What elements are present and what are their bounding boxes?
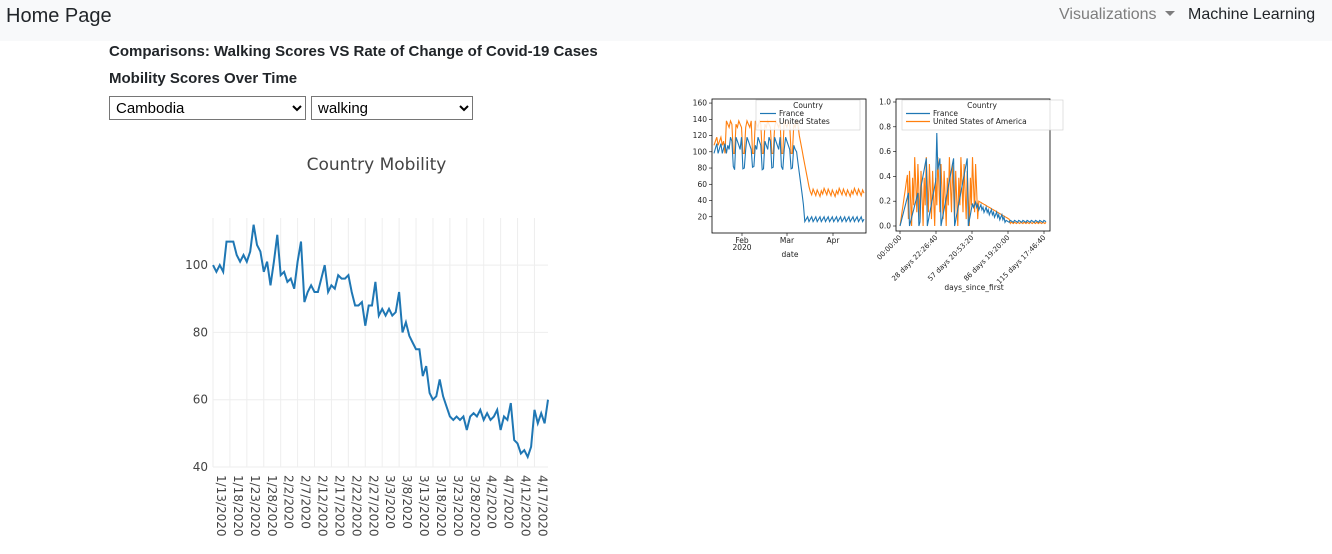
x-tick-label: 4/2/2020: [485, 475, 499, 529]
left-legend-label: United States: [779, 117, 830, 126]
x-tick-label: 1/23/2020: [248, 475, 262, 537]
brand-link[interactable]: Home Page: [6, 5, 112, 27]
x-tick-label: 4/7/2020: [502, 475, 516, 529]
x-tick-label: 1/13/2020: [214, 475, 228, 537]
x-tick-label: 2/12/2020: [316, 475, 330, 537]
left-legend-title: Country: [793, 101, 823, 110]
x-tick-label: 1/28/2020: [265, 475, 279, 537]
comparisons-heading: Comparisons: Walking Scores VS Rate of C…: [109, 43, 598, 60]
left-y-tick-label: 120: [693, 131, 708, 140]
x-tick-label: 4/17/2020: [535, 475, 549, 537]
left-y-tick-label: 160: [693, 99, 708, 108]
x-tick-label: 2/27/2020: [366, 475, 380, 537]
left-series-us-line: [713, 119, 865, 199]
right-legend-label: United States of America: [933, 117, 1027, 126]
left-y-tick-label: 140: [693, 115, 708, 124]
x-tick-label: 2/22/2020: [349, 475, 363, 537]
left-y-tick-label: 100: [693, 147, 708, 156]
left-series-france-line: [713, 137, 865, 224]
right-axes-frame: [895, 98, 1051, 232]
x-tick-label: 2/7/2020: [299, 475, 313, 529]
x-tick-label: 3/28/2020: [468, 475, 482, 537]
caret-down-icon: [1164, 11, 1175, 16]
metric-select[interactable]: walking: [311, 96, 473, 120]
x-tick-label: 2/17/2020: [332, 475, 346, 537]
left-x-tick-label: Mar: [780, 236, 795, 245]
chart-title: Country Mobility: [307, 155, 447, 175]
y-tick-label: 60: [193, 393, 208, 407]
left-x-axis-label: date: [782, 250, 799, 259]
x-tick-label: 4/12/2020: [519, 475, 533, 537]
left-x-tick-label: 2020: [732, 243, 751, 252]
right-legend-title: Country: [967, 101, 997, 110]
mobility-series-line: [212, 224, 549, 460]
nav-visualizations-label: Visualizations: [1059, 6, 1157, 23]
navbar: Home Page Visualizations Machine Learnin…: [0, 0, 1332, 41]
left-legend-box: [755, 99, 861, 131]
right-x-axis-label: days_since_first: [944, 283, 1003, 292]
nav-machine-learning[interactable]: Machine Learning: [1188, 6, 1316, 23]
left-y-tick-label: 40: [697, 196, 707, 205]
left-y-tick-label: 80: [697, 164, 707, 173]
right-series-france-line: [899, 132, 1047, 227]
right-y-tick-label: 0.0: [879, 222, 891, 231]
right-y-tick-label: 0.6: [879, 147, 891, 156]
left-x-tick-label: Feb: [735, 236, 749, 245]
x-tick-label: 3/18/2020: [434, 475, 448, 537]
x-tick-label: 3/3/2020: [383, 475, 397, 529]
x-tick-label: 2/2/2020: [282, 475, 296, 529]
right-y-tick-label: 1.0: [879, 98, 891, 107]
left-y-tick-label: 20: [697, 212, 707, 221]
left-y-tick-label: 60: [697, 180, 707, 189]
right-x-tick-label: 00:00:00: [876, 234, 904, 262]
x-tick-label: 3/13/2020: [417, 475, 431, 537]
right-y-tick-label: 0.8: [879, 122, 891, 131]
x-tick-label: 3/23/2020: [451, 475, 465, 537]
y-tick-label: 100: [185, 258, 208, 272]
right-y-tick-label: 0.2: [879, 197, 891, 206]
x-tick-label: 1/18/2020: [231, 475, 245, 537]
country-mobility-chart: Country Mobility 1/13/2020 1/18/2020 1/23/2…: [185, 155, 549, 537]
x-tick-label: 3/8/2020: [400, 475, 414, 529]
y-tick-label: 40: [193, 460, 208, 474]
right-legend-label: France: [933, 109, 958, 118]
nav-visualizations-dropdown[interactable]: Visualizations: [1059, 5, 1175, 25]
y-tick-label: 80: [193, 325, 208, 339]
right-series-us-line: [899, 157, 1047, 227]
left-x-tick-label: Apr: [827, 236, 841, 245]
left-axes-frame: [711, 98, 867, 234]
left-legend-label: France: [779, 109, 804, 118]
right-y-tick-label: 0.4: [879, 172, 891, 181]
mobility-heading: Mobility Scores Over Time: [109, 70, 298, 87]
country-select[interactable]: Cambodia: [109, 96, 306, 120]
right-legend-box: [901, 99, 1064, 131]
